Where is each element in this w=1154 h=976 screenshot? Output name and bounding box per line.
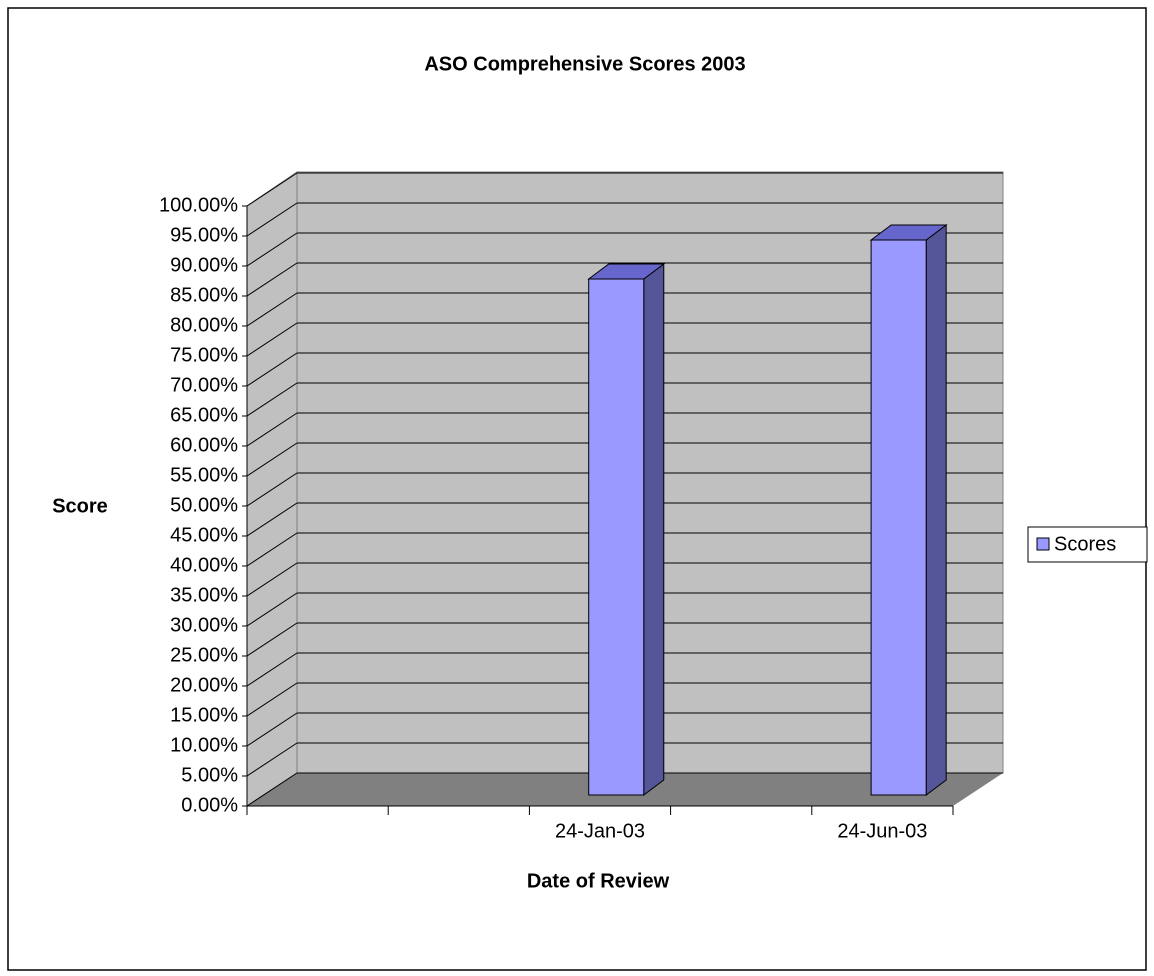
y-tick-label: 10.00%	[170, 734, 238, 756]
grid-line	[246, 232, 298, 267]
grid-line	[246, 442, 298, 477]
grid-line	[246, 292, 298, 327]
grid-line	[246, 652, 298, 687]
y-tick-label: 40.00%	[170, 554, 238, 576]
grid-line	[246, 532, 298, 567]
y-tick-label: 50.00%	[170, 494, 238, 516]
x-tick-label: 24-Jun-03	[837, 820, 927, 842]
grid-line	[246, 172, 298, 207]
y-tick-label: 35.00%	[170, 584, 238, 606]
x-tick-label: 24-Jan-03	[555, 820, 645, 842]
grid-line	[246, 502, 298, 537]
x-axis-title: Date of Review	[527, 870, 670, 892]
grid-line	[246, 412, 298, 447]
y-tick-label: 100.00%	[159, 194, 238, 216]
y-tick-label: 65.00%	[170, 404, 238, 426]
bar-side	[643, 263, 665, 796]
legend: Scores	[1027, 526, 1148, 563]
bar-side	[925, 224, 947, 796]
y-tick-label: 5.00%	[181, 764, 238, 786]
grid-line	[246, 352, 298, 387]
y-tick-label: 45.00%	[170, 524, 238, 546]
grid-line	[246, 262, 298, 297]
grid-line	[246, 562, 298, 597]
grid-line	[246, 202, 298, 237]
y-axis-title: Score	[52, 495, 108, 517]
bar	[870, 239, 927, 796]
y-tick-label: 70.00%	[170, 374, 238, 396]
grid-line	[246, 322, 298, 357]
y-tick-label: 25.00%	[170, 644, 238, 666]
y-tick-label: 75.00%	[170, 344, 238, 366]
y-tick-label: 0.00%	[181, 794, 238, 816]
chart-title: ASO Comprehensive Scores 2003	[424, 53, 745, 75]
bar	[588, 278, 645, 796]
grid-line	[246, 772, 298, 807]
grid-line	[246, 622, 298, 657]
grid-line	[246, 712, 298, 747]
y-tick-label: 30.00%	[170, 614, 238, 636]
y-tick-label: 60.00%	[170, 434, 238, 456]
y-tick-label: 85.00%	[170, 284, 238, 306]
grid-line	[246, 382, 298, 417]
y-tick-label: 80.00%	[170, 314, 238, 336]
grid-line	[246, 682, 298, 717]
grid-line	[246, 742, 298, 777]
legend-swatch	[1036, 537, 1050, 551]
y-tick-label: 15.00%	[170, 704, 238, 726]
y-tick-label: 95.00%	[170, 224, 238, 246]
legend-label: Scores	[1054, 533, 1116, 555]
grid-line	[246, 472, 298, 507]
y-tick-label: 55.00%	[170, 464, 238, 486]
y-tick-label: 90.00%	[170, 254, 238, 276]
grid-line	[246, 592, 298, 627]
y-tick-label: 20.00%	[170, 674, 238, 696]
